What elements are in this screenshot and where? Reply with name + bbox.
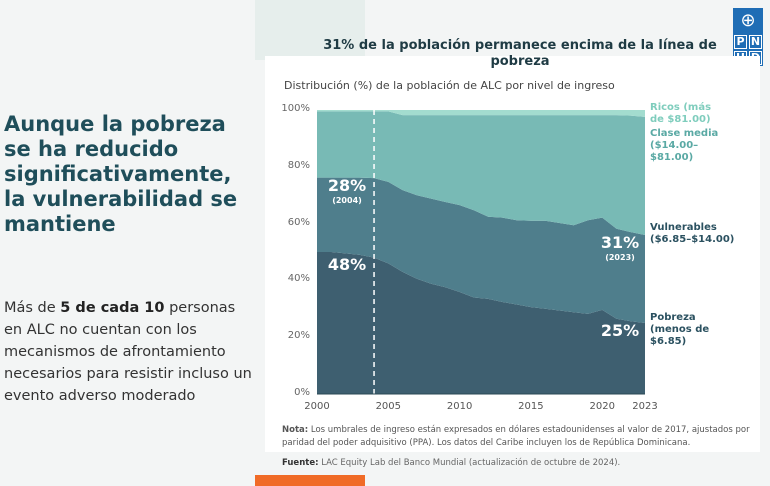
y-tick-label: 100%: [281, 103, 310, 114]
annotation-2004: (2004): [332, 196, 362, 205]
x-tick-label: 2015: [518, 401, 544, 412]
legend-vulnerables: Vulnerables ($6.85–$14.00): [650, 222, 735, 245]
y-tick-label: 20%: [287, 330, 310, 342]
note-label: Nota:: [282, 425, 309, 435]
annotation-48: 48%: [327, 255, 367, 274]
chart-source: Fuente: LAC Equity Lab del Banco Mundial…: [282, 458, 620, 468]
body-pre: Más de: [4, 300, 61, 316]
un-emblem-icon: ⊕: [740, 10, 756, 31]
y-tick-label: 0%: [294, 387, 310, 398]
x-tick-label: 2010: [446, 401, 473, 412]
area-series-1: [317, 177, 645, 323]
legend-clase-media: Clase media ($14.00–$81.00): [650, 128, 719, 163]
chart-note: Nota: Los umbrales de ingreso están expr…: [282, 424, 752, 450]
legend-ricos: Ricos (más de $81.00): [650, 102, 712, 125]
x-tick-label: 2005: [375, 401, 402, 412]
headline: Aunque la pobreza se ha reducido signifi…: [4, 112, 238, 236]
orange-accent-bar: [255, 475, 365, 486]
background-block: [255, 0, 365, 60]
body-bold: 5 de cada 10: [60, 300, 165, 316]
chart-title: 31% de la población permanece encima de …: [323, 38, 717, 69]
note-text: Los umbrales de ingreso están expresados…: [282, 425, 750, 448]
source-text: LAC Equity Lab del Banco Mundial (actual…: [321, 458, 621, 468]
logo-letter: P: [734, 35, 747, 49]
logo-letter: N: [749, 35, 762, 49]
area-series-2: [317, 111, 645, 235]
annotation-25: 25%: [600, 321, 640, 340]
annotation-31: 31%: [600, 233, 640, 252]
body-text: Más de 5 de cada 10 personas en ALC no c…: [4, 297, 254, 407]
annotation-28: 28%: [327, 176, 367, 195]
chart-subtitle: Distribución (%) de la población de ALC …: [284, 79, 615, 92]
x-tick-label: 2020: [589, 401, 615, 412]
body-post: personas en ALC no cuentan con los mecan…: [4, 300, 252, 404]
area-series-3: [317, 110, 645, 117]
y-tick-label: 40%: [287, 273, 310, 285]
y-tick-label: 80%: [287, 159, 310, 171]
source-label: Fuente:: [282, 458, 319, 468]
x-tick-label: 2000: [304, 401, 330, 412]
area-series-0: [317, 252, 645, 394]
annotation-2023: (2023): [605, 253, 635, 262]
y-tick-label: 60%: [287, 216, 310, 228]
legend-pobreza: Pobreza (menos de $6.85): [650, 312, 710, 347]
x-tick-label: 2023: [632, 401, 658, 412]
